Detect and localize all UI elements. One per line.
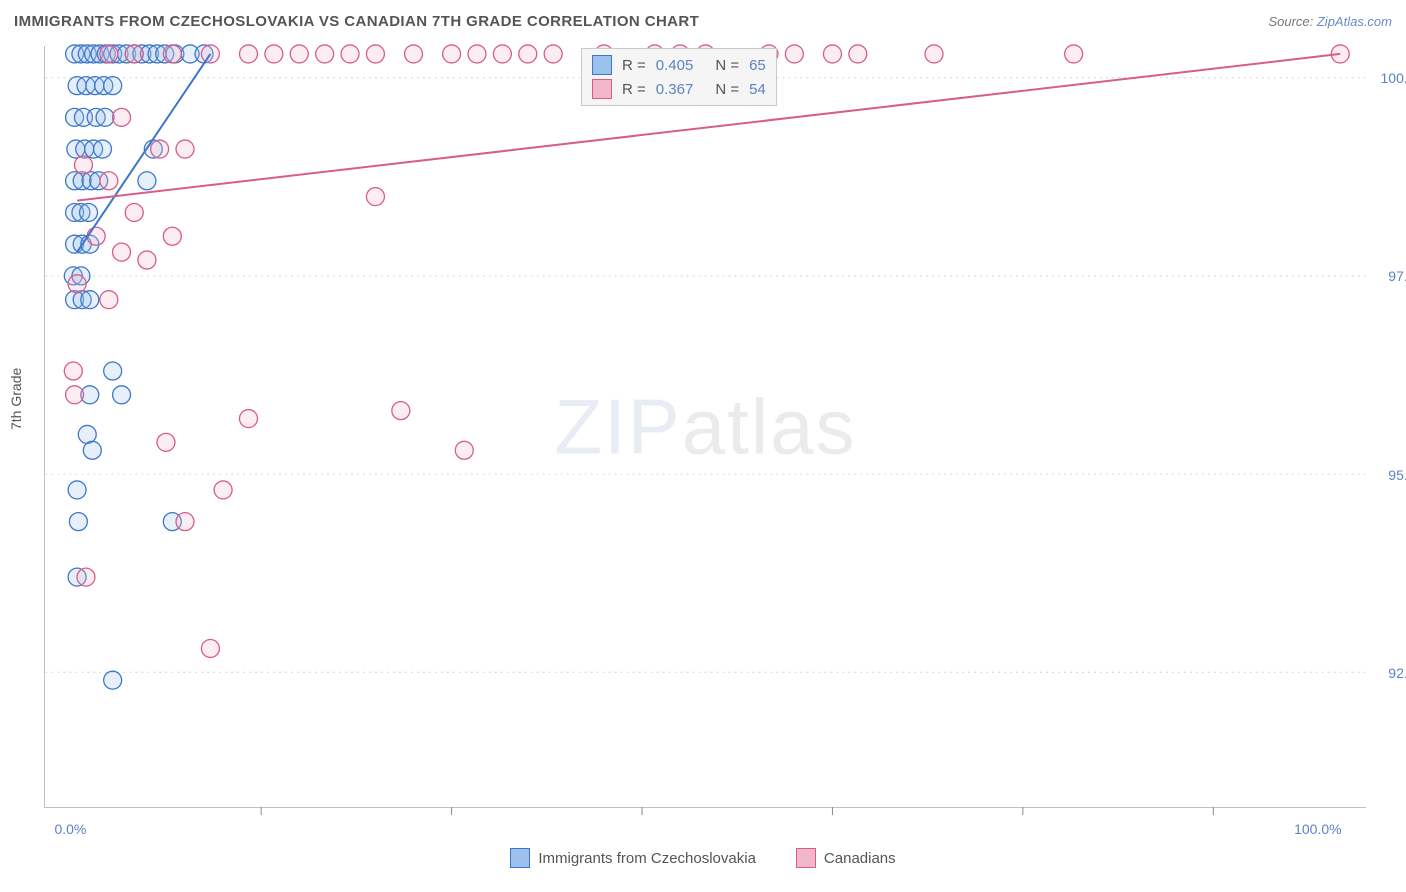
legend-label-canadians: Canadians xyxy=(824,850,896,867)
data-point-canadians xyxy=(77,568,95,586)
data-point-canadians xyxy=(1065,45,1083,63)
legend-item-canadians: Canadians xyxy=(796,848,896,868)
data-point-canadians xyxy=(163,227,181,245)
data-point-canadians xyxy=(493,45,511,63)
data-point-canadians xyxy=(366,188,384,206)
y-tick-label: 95.0% xyxy=(1388,467,1406,483)
stats-r-value-canadians: 0.367 xyxy=(656,81,694,98)
y-tick-label: 100.0% xyxy=(1381,70,1406,86)
x-tick-label: 0.0% xyxy=(54,821,86,837)
stats-swatch-czech xyxy=(592,55,612,75)
data-point-canadians xyxy=(265,45,283,63)
source-credit: Source: ZipAtlas.com xyxy=(1268,14,1392,29)
data-point-canadians xyxy=(544,45,562,63)
chart-title: IMMIGRANTS FROM CZECHOSLOVAKIA VS CANADI… xyxy=(14,13,699,30)
data-point-canadians xyxy=(823,45,841,63)
data-point-canadians xyxy=(125,45,143,63)
data-point-canadians xyxy=(87,227,105,245)
chart-legend: Immigrants from Czechoslovakia Canadians xyxy=(0,848,1406,868)
data-point-canadians xyxy=(392,402,410,420)
data-point-czech xyxy=(69,513,87,531)
stats-row-canadians: R = 0.367 N = 54 xyxy=(592,79,766,99)
data-point-czech xyxy=(68,481,86,499)
data-point-canadians xyxy=(74,156,92,174)
stats-row-czech: R = 0.405 N = 65 xyxy=(592,55,766,75)
data-point-czech xyxy=(96,108,114,126)
data-point-czech xyxy=(113,386,131,404)
data-point-canadians xyxy=(138,251,156,269)
source-prefix: Source: xyxy=(1268,14,1316,29)
data-point-canadians xyxy=(176,140,194,158)
data-point-canadians xyxy=(443,45,461,63)
y-tick-label: 97.5% xyxy=(1388,268,1406,284)
data-point-canadians xyxy=(68,275,86,293)
stats-r-label: R = xyxy=(622,81,646,98)
data-point-canadians xyxy=(113,243,131,261)
x-tick-label: 100.0% xyxy=(1294,821,1341,837)
chart-svg xyxy=(45,46,1366,807)
plot-area: ZIPatlas R = 0.405N = 65R = 0.367N = 54 … xyxy=(44,46,1366,808)
data-point-czech xyxy=(104,671,122,689)
data-point-canadians xyxy=(785,45,803,63)
stats-n-label: N = xyxy=(715,57,739,74)
data-point-canadians xyxy=(113,108,131,126)
data-point-canadians xyxy=(341,45,359,63)
data-point-canadians xyxy=(214,481,232,499)
data-point-canadians xyxy=(157,433,175,451)
data-point-canadians xyxy=(151,140,169,158)
y-tick-label: 92.5% xyxy=(1388,665,1406,681)
data-point-czech xyxy=(138,172,156,190)
legend-swatch-czech xyxy=(510,848,530,868)
data-point-canadians xyxy=(405,45,423,63)
data-point-canadians xyxy=(176,513,194,531)
stats-r-value-czech: 0.405 xyxy=(656,57,694,74)
data-point-canadians xyxy=(201,639,219,657)
stats-swatch-canadians xyxy=(592,79,612,99)
stats-n-value-czech: 65 xyxy=(749,57,766,74)
data-point-canadians xyxy=(163,45,181,63)
chart-header: IMMIGRANTS FROM CZECHOSLOVAKIA VS CANADI… xyxy=(0,0,1406,42)
legend-item-czech: Immigrants from Czechoslovakia xyxy=(510,848,756,868)
data-point-canadians xyxy=(519,45,537,63)
data-point-czech xyxy=(104,362,122,380)
data-point-canadians xyxy=(125,203,143,221)
data-point-canadians xyxy=(366,45,384,63)
stats-n-value-canadians: 54 xyxy=(749,81,766,98)
data-point-canadians xyxy=(455,441,473,459)
data-point-canadians xyxy=(316,45,334,63)
y-axis-label: 7th Grade xyxy=(8,368,24,430)
legend-label-czech: Immigrants from Czechoslovakia xyxy=(538,850,756,867)
data-point-czech xyxy=(81,291,99,309)
data-point-canadians xyxy=(100,172,118,190)
data-point-czech xyxy=(83,441,101,459)
data-point-canadians xyxy=(100,291,118,309)
data-point-canadians xyxy=(468,45,486,63)
data-point-canadians xyxy=(100,45,118,63)
stats-r-label: R = xyxy=(622,57,646,74)
legend-swatch-canadians xyxy=(796,848,816,868)
data-point-canadians xyxy=(290,45,308,63)
data-point-canadians xyxy=(239,410,257,428)
data-point-czech xyxy=(78,425,96,443)
data-point-canadians xyxy=(66,386,84,404)
data-point-canadians xyxy=(849,45,867,63)
data-point-canadians xyxy=(239,45,257,63)
data-point-czech xyxy=(80,203,98,221)
data-point-canadians xyxy=(64,362,82,380)
data-point-canadians xyxy=(925,45,943,63)
stats-n-label: N = xyxy=(715,81,739,98)
data-point-czech xyxy=(104,77,122,95)
source-link[interactable]: ZipAtlas.com xyxy=(1317,14,1392,29)
data-point-czech xyxy=(94,140,112,158)
correlation-stats-box: R = 0.405 N = 65 R = 0.367 N = 54 xyxy=(581,48,777,106)
